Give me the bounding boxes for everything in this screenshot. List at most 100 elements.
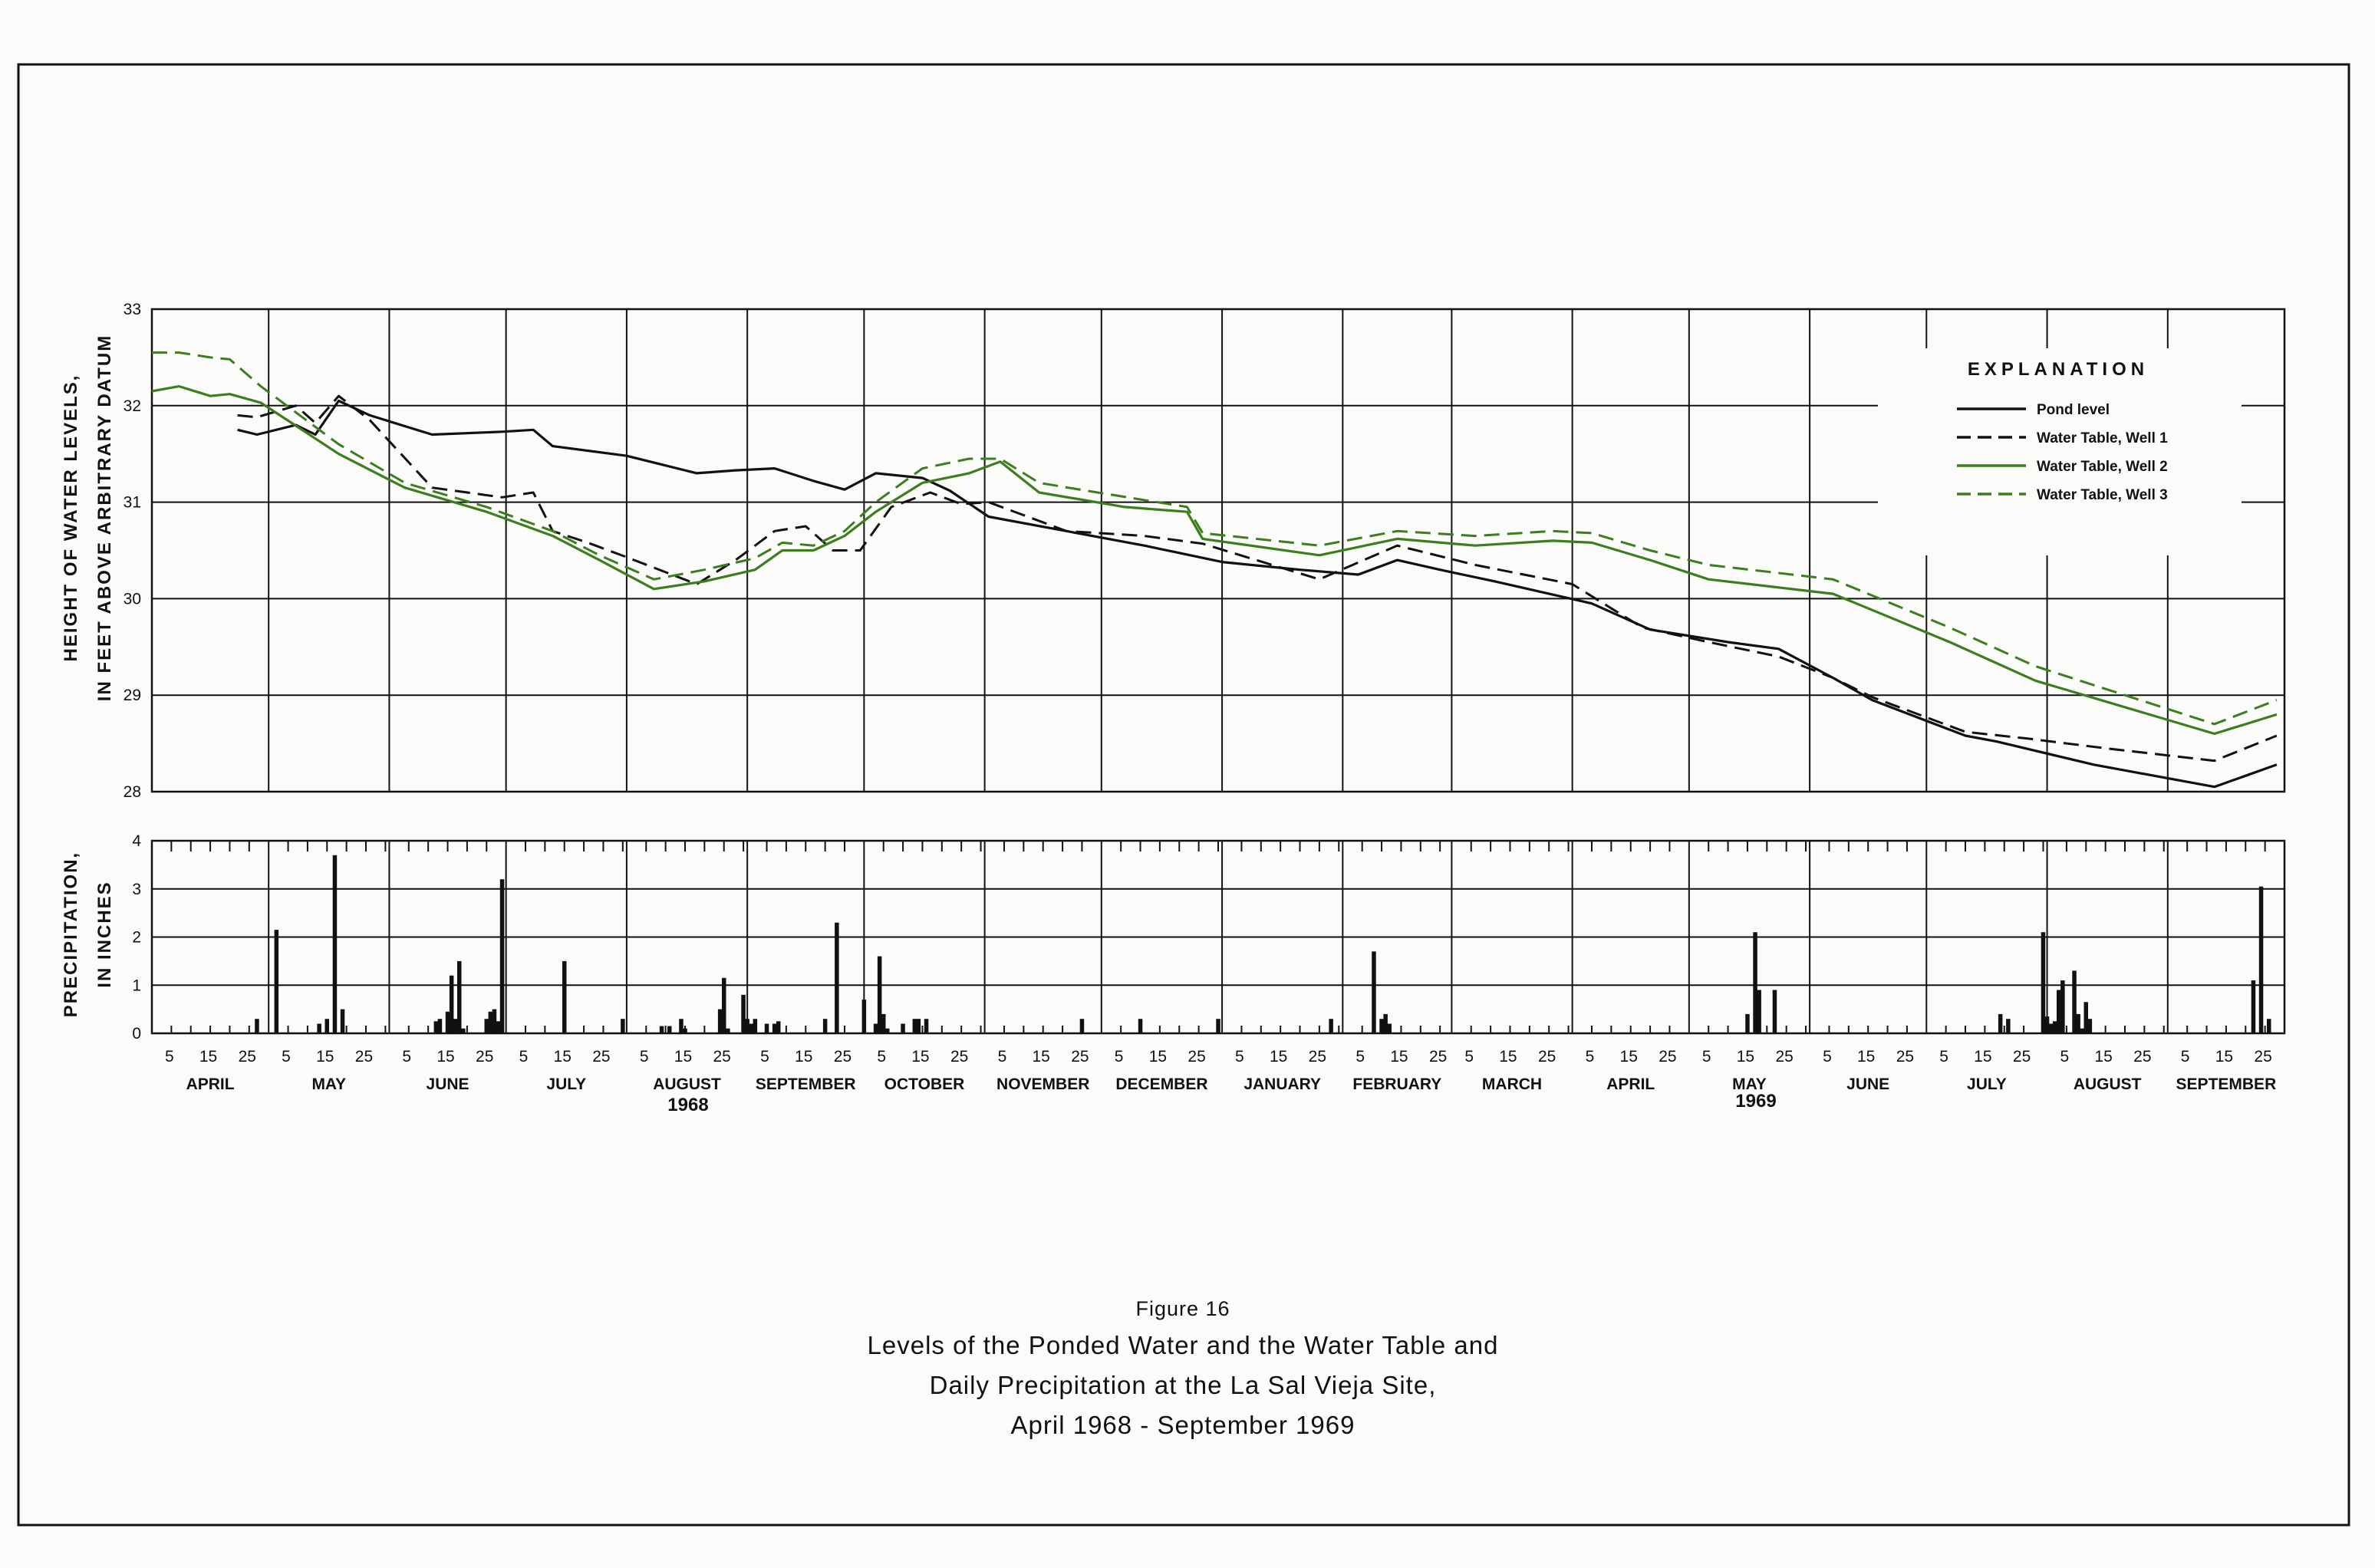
precip-bar [722,977,726,1033]
precip-bar [461,1028,466,1033]
page-frame [17,63,2350,1527]
precip-bar [741,994,746,1033]
series-line-2 [237,394,2278,763]
figure-label: Figure 16 [1135,1297,1230,1320]
precip-bar [726,1028,730,1033]
month-label: OCTOBER [884,1076,965,1093]
legend-label-1: Pond level [2037,402,2110,418]
legend-label-2: Water Table, Well 1 [2037,430,2168,446]
day-tick-label: 5 [1823,1048,1832,1066]
precip-bar [433,1021,439,1033]
precip-ylabel-line1: PRECIPITATION, [61,852,81,1017]
precip-bar [2087,1019,2093,1033]
precip-bar [2080,1028,2084,1033]
precip-bar [1757,990,1761,1033]
precip-bar [484,1019,489,1033]
day-tick-label: 15 [316,1048,334,1066]
figure-title-line3: April 1968 - September 1969 [1011,1411,1355,1439]
precip-bar [445,1011,450,1033]
precip-ylabel-line2: IN INCHES [94,881,115,987]
month-label: MARCH [1482,1076,1542,1093]
month-label: AUGUST [653,1076,721,1093]
series-line-1 [237,399,2278,789]
day-tick-label: 5 [1939,1048,1948,1066]
precip-bar [717,1009,723,1033]
precip-bar [499,879,505,1033]
day-tick-label: 25 [950,1048,968,1066]
day-tick-label: 25 [1896,1048,1914,1066]
day-tick-label: 5 [1235,1048,1244,1066]
precip-bar [745,1019,749,1033]
day-tick-label: 15 [1857,1048,1875,1066]
day-tick-label: 5 [1702,1048,1711,1066]
month-label: SEPTEMBER [756,1076,856,1093]
day-tick-label: 25 [1071,1048,1089,1066]
precip-bar [324,1019,329,1033]
figure-caption: Figure 16 Levels of the Ponded Water and… [868,1297,1498,1439]
precip-bar [2076,1013,2080,1033]
day-tick-label: 5 [282,1048,291,1066]
legend-label-4: Water Table, Well 3 [2037,487,2168,503]
precip-bar [457,960,462,1033]
precip-bar [1387,1023,1392,1033]
water-level-y-tick-label: 31 [124,494,141,512]
precip-bar [1998,1013,2003,1033]
month-label: JANUARY [1243,1076,1321,1093]
day-tick-label: 5 [2060,1048,2070,1066]
precip-bar [488,1011,493,1033]
water-level-y-tick-label: 29 [124,687,141,704]
precip-bar [255,1019,259,1033]
day-tick-label: 15 [1390,1048,1408,1066]
precip-bar [2083,1002,2088,1033]
month-label: JUNE [427,1076,469,1093]
month-label: JUNE [1846,1076,1889,1093]
precip-bar [332,855,338,1033]
precip-bar [2072,970,2077,1033]
precip-bar [667,1026,672,1033]
precip-bar [881,1013,886,1033]
day-tick-label: 15 [674,1048,692,1066]
day-tick-label: 15 [1737,1048,1754,1066]
precip-y-tick-label: 2 [132,929,141,947]
month-label: MAY [1732,1076,1767,1093]
day-tick-label: 15 [795,1048,812,1066]
day-tick-label: 25 [1188,1048,1205,1066]
day-tick-label: 15 [436,1048,454,1066]
day-tick-label: 5 [2181,1048,2190,1066]
series-line-3 [151,385,2278,736]
precip-bar [912,1019,917,1033]
legend-title: EXPLANATION [1968,359,2149,380]
precip-bar [1329,1019,1333,1033]
precip-y-tick-label: 1 [132,977,141,994]
legend: EXPLANATION Pond level Water Table, Well … [1878,348,2242,555]
precip-bar [1772,990,1777,1033]
precip-bar [2041,932,2046,1033]
precip-bar [492,1009,497,1033]
water-level-ylabel-line1: HEIGHT OF WATER LEVELS, [61,374,81,662]
precip-bar [877,956,882,1033]
water-level-plot-frame [150,308,2286,793]
day-tick-label: 15 [1974,1048,1991,1066]
precip-bar [776,1021,781,1033]
precip-y-tick-label: 3 [132,881,141,898]
precip-bar [1138,1019,1143,1033]
day-tick-label: 25 [2254,1048,2271,1066]
precip-bar [683,1028,687,1033]
precip-bar [2044,1016,2050,1033]
day-tick-label: 15 [2094,1048,2112,1066]
day-tick-label: 15 [911,1048,929,1066]
precip-bar [496,1021,501,1033]
precip-bar [562,960,567,1033]
legend-box [1878,348,2242,555]
precip-bar [873,1023,878,1033]
day-tick-label: 5 [1115,1048,1124,1066]
figure-title-line2: Daily Precipitation at the La Sal Vieja … [930,1371,1437,1399]
precip-bar [822,1019,828,1033]
day-tick-label: 5 [402,1048,411,1066]
day-tick-label: 5 [165,1048,174,1066]
month-label: JULY [1967,1076,2007,1093]
precip-bar [274,930,279,1033]
precip-bar [749,1023,753,1033]
